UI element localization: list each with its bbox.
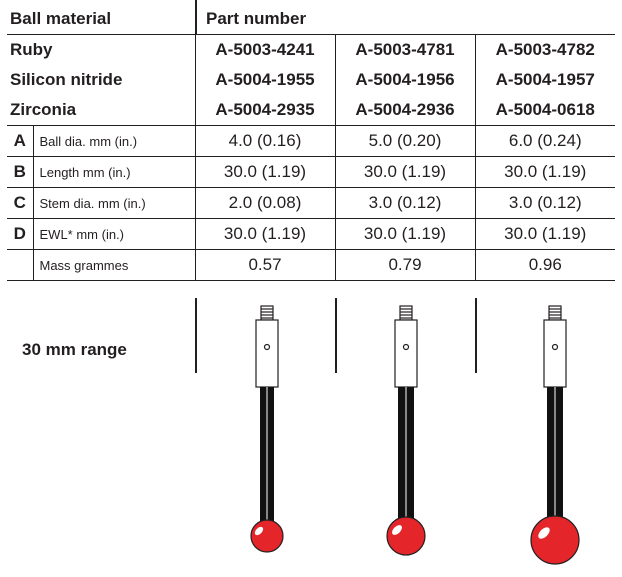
material-row-ruby: Ruby A-5003-4241 A-5003-4781 A-5003-4782 xyxy=(7,34,615,65)
parameter-label: Length mm (in.) xyxy=(32,156,196,188)
spec-value: 30.0 (1.19) xyxy=(474,218,615,250)
material-name: Zirconia xyxy=(7,95,195,126)
spec-value: 6.0 (0.24) xyxy=(474,125,615,157)
part-number-cell: A-5004-1955 xyxy=(194,65,335,95)
spec-row-length: B Length mm (in.) 30.0 (1.19) 30.0 (1.19… xyxy=(7,156,615,188)
spec-value: 30.0 (1.19) xyxy=(334,156,476,188)
spec-row-ball-diameter: A Ball dia. mm (in.) 4.0 (0.16) 5.0 (0.2… xyxy=(7,125,615,157)
dimension-letter: B xyxy=(7,156,34,188)
spec-row-stem-diameter: C Stem dia. mm (in.) 2.0 (0.08) 3.0 (0.1… xyxy=(7,187,615,219)
parameter-label: Stem dia. mm (in.) xyxy=(32,187,196,219)
material-name: Ruby xyxy=(7,34,195,65)
parameter-label: Mass grammes xyxy=(32,249,196,281)
spec-value: 30.0 (1.19) xyxy=(474,156,615,188)
spec-value: 5.0 (0.20) xyxy=(334,125,476,157)
spec-value: 30.0 (1.19) xyxy=(334,218,476,250)
spec-value: 2.0 (0.08) xyxy=(194,187,336,219)
part-number-cell: A-5004-2936 xyxy=(334,95,475,126)
dimension-letter: D xyxy=(7,218,34,250)
spec-value: 0.96 xyxy=(474,249,615,281)
spec-value: 3.0 (0.12) xyxy=(474,187,615,219)
stylus-illustration-6mm xyxy=(530,305,580,565)
part-number-cell: A-5003-4781 xyxy=(334,34,475,65)
material-row-zirconia: Zirconia A-5004-2935 A-5004-2936 A-5004-… xyxy=(7,95,615,126)
ball-material-header: Ball material xyxy=(10,9,112,28)
stylus-illustration-4mm xyxy=(250,305,284,553)
part-number-cell: A-5004-0618 xyxy=(474,95,615,126)
column-divider xyxy=(335,298,337,373)
header-divider xyxy=(195,0,197,35)
part-number-cell: A-5003-4241 xyxy=(194,34,335,65)
dimension-letter: A xyxy=(7,125,34,157)
column-divider xyxy=(195,298,197,373)
parameter-label: Ball dia. mm (in.) xyxy=(32,125,196,157)
part-number-header: Part number xyxy=(206,9,307,28)
spec-value: 0.79 xyxy=(334,249,476,281)
parameter-label: EWL* mm (in.) xyxy=(32,218,196,250)
range-label: 30 mm range xyxy=(22,340,127,359)
spec-value: 0.57 xyxy=(194,249,336,281)
spec-value: 3.0 (0.12) xyxy=(334,187,476,219)
material-row-silicon-nitride: Silicon nitride A-5004-1955 A-5004-1956 … xyxy=(7,65,615,95)
dimension-letter: C xyxy=(7,187,34,219)
column-divider xyxy=(475,298,477,373)
part-number-cell: A-5004-2935 xyxy=(194,95,335,126)
spec-row-mass: Mass grammes 0.57 0.79 0.96 xyxy=(7,249,615,281)
part-number-cell: A-5004-1957 xyxy=(474,65,615,95)
spec-value: 30.0 (1.19) xyxy=(194,218,336,250)
part-number-cell: A-5003-4782 xyxy=(474,34,615,65)
dimension-letter xyxy=(7,249,34,281)
stylus-spec-table: Ruby A-5003-4241 A-5003-4781 A-5003-4782… xyxy=(7,34,615,281)
material-name: Silicon nitride xyxy=(10,70,123,89)
spec-value: 4.0 (0.16) xyxy=(194,125,336,157)
spec-value: 30.0 (1.19) xyxy=(194,156,336,188)
spec-row-ewl: D EWL* mm (in.) 30.0 (1.19) 30.0 (1.19) … xyxy=(7,218,615,250)
part-number-cell: A-5004-1956 xyxy=(334,65,475,95)
stylus-illustration-5mm xyxy=(386,305,426,556)
